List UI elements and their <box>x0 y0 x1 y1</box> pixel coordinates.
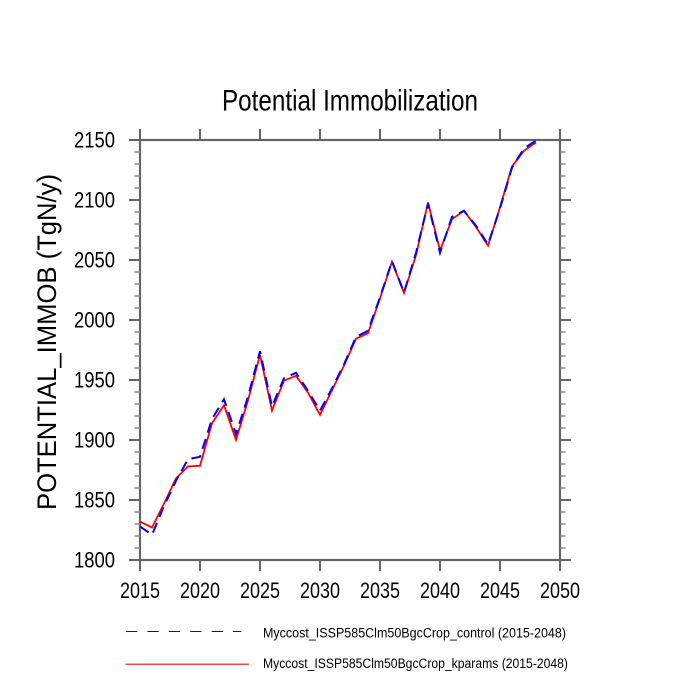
svg-text:2020: 2020 <box>180 578 220 603</box>
svg-text:2025: 2025 <box>240 578 280 603</box>
svg-text:2100: 2100 <box>74 187 115 212</box>
svg-text:POTENTIAL_IMMOB (TgN/y): POTENTIAL_IMMOB (TgN/y) <box>32 174 62 510</box>
svg-text:1800: 1800 <box>74 547 115 572</box>
svg-text:Myccost_ISSP585Clm50BgcCrop_kp: Myccost_ISSP585Clm50BgcCrop_kparams (201… <box>263 656 568 671</box>
svg-text:2045: 2045 <box>480 578 520 603</box>
svg-text:1950: 1950 <box>74 367 115 392</box>
svg-text:2030: 2030 <box>300 578 340 603</box>
svg-text:2050: 2050 <box>540 578 580 603</box>
svg-text:2000: 2000 <box>74 307 115 332</box>
svg-text:2035: 2035 <box>360 578 400 603</box>
svg-text:2015: 2015 <box>120 578 160 603</box>
svg-text:2050: 2050 <box>74 247 115 272</box>
svg-text:Myccost_ISSP585Clm50BgcCrop_co: Myccost_ISSP585Clm50BgcCrop_control (201… <box>263 626 566 641</box>
svg-text:2150: 2150 <box>74 127 115 152</box>
svg-text:Potential Immobilization: Potential Immobilization <box>222 85 478 118</box>
svg-text:2040: 2040 <box>420 578 460 603</box>
svg-text:1850: 1850 <box>74 487 115 512</box>
svg-text:1900: 1900 <box>74 427 115 452</box>
